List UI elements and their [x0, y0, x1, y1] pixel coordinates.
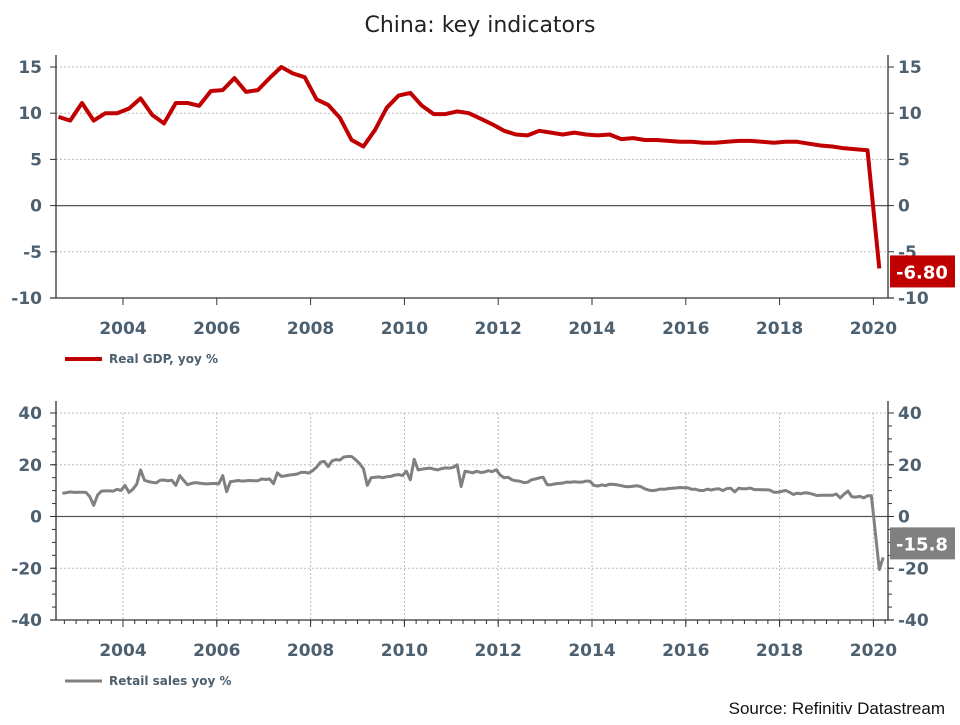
y-tick-label-left: 0 — [30, 508, 42, 528]
last-value-label: -15.8 — [896, 534, 948, 555]
y-tick-label-right: 0 — [898, 197, 910, 217]
x-tick-label: 2020 — [850, 641, 897, 661]
y-tick-label-left: -40 — [11, 611, 42, 631]
last-value-badge — [890, 527, 955, 560]
x-tick-label: 2016 — [662, 641, 709, 661]
y-tick-label-left: -20 — [11, 559, 42, 579]
y-tick-label-left: 10 — [18, 104, 42, 124]
gdp-line — [57, 65, 882, 269]
y-tick-label-right: -40 — [898, 611, 929, 631]
retail-sales-line — [62, 455, 885, 571]
x-tick-label: 2012 — [475, 319, 522, 339]
x-tick-label: 2010 — [381, 319, 428, 339]
y-tick-label-right: -20 — [898, 559, 929, 579]
x-tick-label: 2020 — [850, 319, 897, 339]
y-tick-label-right: 0 — [898, 508, 910, 528]
chart-title: China: key indicators — [364, 13, 595, 38]
x-tick-label: 2006 — [193, 641, 240, 661]
y-tick-label-left: -10 — [11, 289, 42, 309]
x-tick-label: 2004 — [99, 641, 146, 661]
x-tick-label: 2018 — [756, 319, 803, 339]
x-tick-label: 2012 — [475, 641, 522, 661]
legend-label: Real GDP, yoy % — [109, 352, 218, 366]
y-tick-label-left: 0 — [30, 197, 42, 217]
y-tick-label-left: -5 — [23, 243, 42, 263]
x-tick-label: 2008 — [287, 319, 334, 339]
x-tick-label: 2014 — [568, 319, 615, 339]
y-tick-label-left: 15 — [18, 58, 42, 78]
y-tick-label-right: 40 — [898, 404, 922, 424]
last-value-badge — [890, 255, 955, 288]
source-note: Source: Refinitiv Datastream — [729, 699, 945, 718]
legend-label: Retail sales yoy % — [109, 674, 232, 688]
y-tick-label-left: 20 — [18, 456, 42, 476]
y-tick-label-right: 20 — [898, 456, 922, 476]
x-tick-label: 2006 — [193, 319, 240, 339]
x-tick-label: 2014 — [568, 641, 615, 661]
y-tick-label-left: 5 — [30, 150, 42, 170]
last-value-label: -6.80 — [896, 262, 948, 283]
x-tick-label: 2018 — [756, 641, 803, 661]
x-tick-label: 2016 — [662, 319, 709, 339]
y-tick-label-right: 5 — [898, 150, 910, 170]
x-tick-label: 2010 — [381, 641, 428, 661]
y-tick-label-right: -10 — [898, 289, 929, 309]
x-tick-label: 2008 — [287, 641, 334, 661]
y-tick-label-left: 40 — [18, 404, 42, 424]
x-tick-label: 2004 — [99, 319, 146, 339]
y-tick-label-right: 10 — [898, 104, 922, 124]
y-tick-label-right: 15 — [898, 58, 922, 78]
